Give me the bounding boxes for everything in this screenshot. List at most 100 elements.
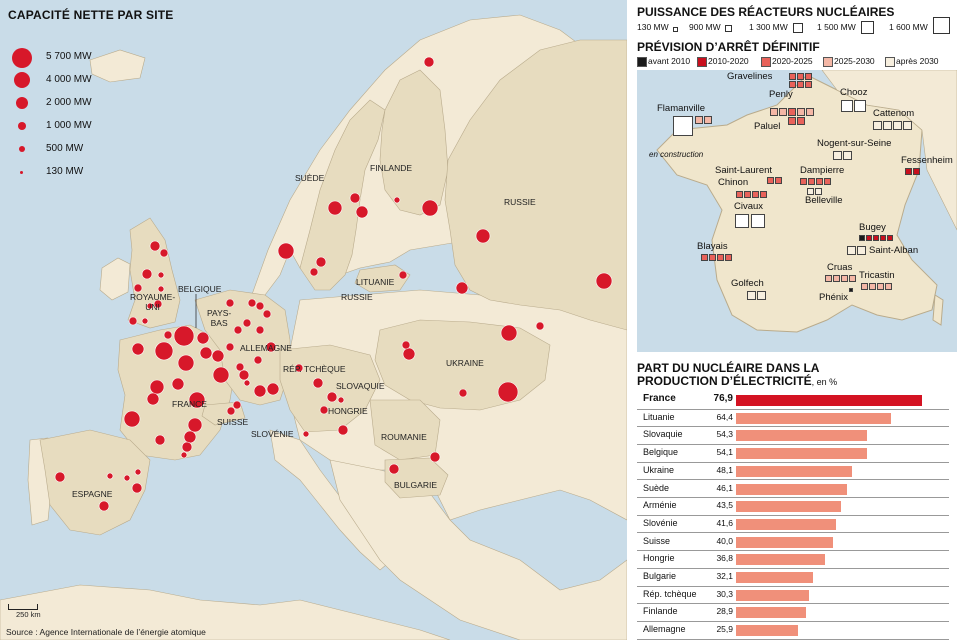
bar-fill (736, 625, 799, 637)
site-dot (497, 381, 519, 403)
bar-fill (736, 518, 837, 530)
italy-land (269, 429, 393, 571)
label-royaume-uni: ROYAUME- UNI (130, 292, 176, 312)
plant-phenix: Phénix (819, 292, 849, 303)
age-swatch (823, 57, 833, 67)
label-lituanie: LITUANIE (356, 277, 395, 287)
site-dot (131, 342, 145, 356)
age-swatch (697, 57, 707, 67)
label-slovenie: SLOVÉNIE (251, 429, 294, 439)
bar-row: Suisse 40,0 (637, 533, 949, 552)
plant-chinon: Chinon (718, 177, 749, 188)
site-dot (106, 472, 114, 480)
bar-fill (736, 483, 848, 495)
legend-label: 2 000 MW (46, 97, 92, 108)
label-roumanie: ROUMANIE (381, 432, 427, 442)
site-dot (277, 242, 295, 260)
bar-value-label: 40,0 (716, 535, 733, 546)
ireland-land (99, 257, 131, 301)
bar-row: Slovénie 41,6 (637, 515, 949, 534)
legend-row-130: 130 MW (0, 163, 130, 183)
bar-value-label: 43,5 (716, 500, 733, 511)
plant-dampierre: Dampierre (800, 165, 845, 176)
bar-value-label: 41,6 (716, 517, 733, 528)
plant-penly: Penly (769, 89, 793, 100)
label-suede: SUÈDE (295, 173, 325, 183)
bar-value-label: 64,4 (716, 411, 733, 422)
shutdown-title: PRÉVISION D’ARRÊT DÉFINITIF (637, 40, 820, 54)
site-dot (319, 405, 329, 415)
plant-golfech: Golfech (731, 278, 764, 289)
plant-chooz: Chooz (840, 87, 868, 98)
spain-land (39, 429, 151, 536)
power-legend-1300: 1 300 MW (749, 22, 803, 33)
site-dot (294, 363, 304, 373)
bar-country-label: Suisse (643, 535, 671, 546)
bar-country-label: Hongrie (643, 553, 675, 564)
site-dot (163, 330, 173, 340)
europe-map: CAPACITÉ NETTE PAR SITE 5 700 MW 4 000 M… (0, 0, 627, 640)
bar-value-label: 28,9 (716, 606, 733, 617)
plant-tricastin: Tricastin (859, 270, 895, 281)
label-pays-bas: PAYS- BAS (207, 308, 232, 328)
site-dot (134, 468, 142, 476)
power-legend-label: 1 500 MW (817, 22, 856, 32)
site-dot (398, 270, 408, 280)
scale-label: 250 km (16, 610, 41, 619)
bar-country-label: Bulgarie (643, 571, 677, 581)
bar-fill (736, 536, 833, 548)
site-dot (243, 379, 251, 387)
bar-row: Slovaquie 54,3 (637, 426, 949, 445)
legend-label: 5 700 MW (46, 51, 92, 62)
bar-fill (736, 395, 922, 406)
plant-fessenheim: Fessenheim (901, 155, 953, 166)
site-dot (302, 430, 310, 438)
bar-row: Allemagne 25,9 (637, 621, 949, 640)
site-dot (225, 342, 235, 352)
site-dot (475, 228, 491, 244)
power-square (933, 17, 950, 34)
site-dot (153, 299, 163, 309)
site-dot (238, 369, 250, 381)
legend-dot (18, 122, 26, 130)
bar-row: France 76,9 (637, 391, 949, 410)
age-label: 2020-2025 (772, 56, 813, 66)
site-dot (393, 196, 401, 204)
bar-country-label: Lituanie (643, 411, 675, 422)
power-square (793, 23, 803, 33)
site-dot (131, 482, 143, 494)
bar-row: Lituanie 64,4 (637, 409, 949, 428)
site-dot (188, 391, 206, 409)
site-dot (123, 474, 131, 482)
bar-country-label: Arménie (643, 500, 677, 511)
label-bulgarie: BULGARIE (394, 480, 437, 490)
legend-label: 1 000 MW (46, 120, 92, 131)
power-legend-1600: 1 600 MW (889, 17, 950, 34)
label-ukraine: UKRAINE (446, 358, 484, 368)
bar-value-label: 36,8 (716, 553, 733, 564)
bar-country-label: Belgique (643, 447, 679, 458)
plant-saint-laurent: Saint-Laurent (715, 165, 773, 176)
bar-country-label: Slovaquie (643, 429, 683, 440)
age-swatch (637, 57, 647, 67)
bar-fill (736, 607, 806, 619)
en-construction-note: en construction (649, 150, 704, 159)
north-africa-land (0, 584, 451, 640)
bar-fill (736, 554, 825, 566)
site-dot (327, 200, 343, 216)
bar-row: Ukraine 48,1 (637, 462, 949, 481)
site-dot (146, 392, 160, 406)
label-suisse: SUISSE (217, 417, 249, 427)
bar-fill (736, 412, 892, 424)
plant-saint-alban: Saint-Alban (869, 245, 919, 256)
legend-label: 4 000 MW (46, 74, 92, 85)
site-dot (500, 324, 518, 342)
label-hongrie: HONGRIE (328, 406, 368, 416)
site-dot (242, 318, 252, 328)
legend-row-4000: 4 000 MW (0, 71, 130, 91)
site-dot (187, 417, 203, 433)
legend-row-2000: 2 000 MW (0, 94, 130, 114)
bar-row: Hongrie 36,8 (637, 550, 949, 569)
site-dot (98, 500, 110, 512)
power-square (725, 25, 732, 32)
